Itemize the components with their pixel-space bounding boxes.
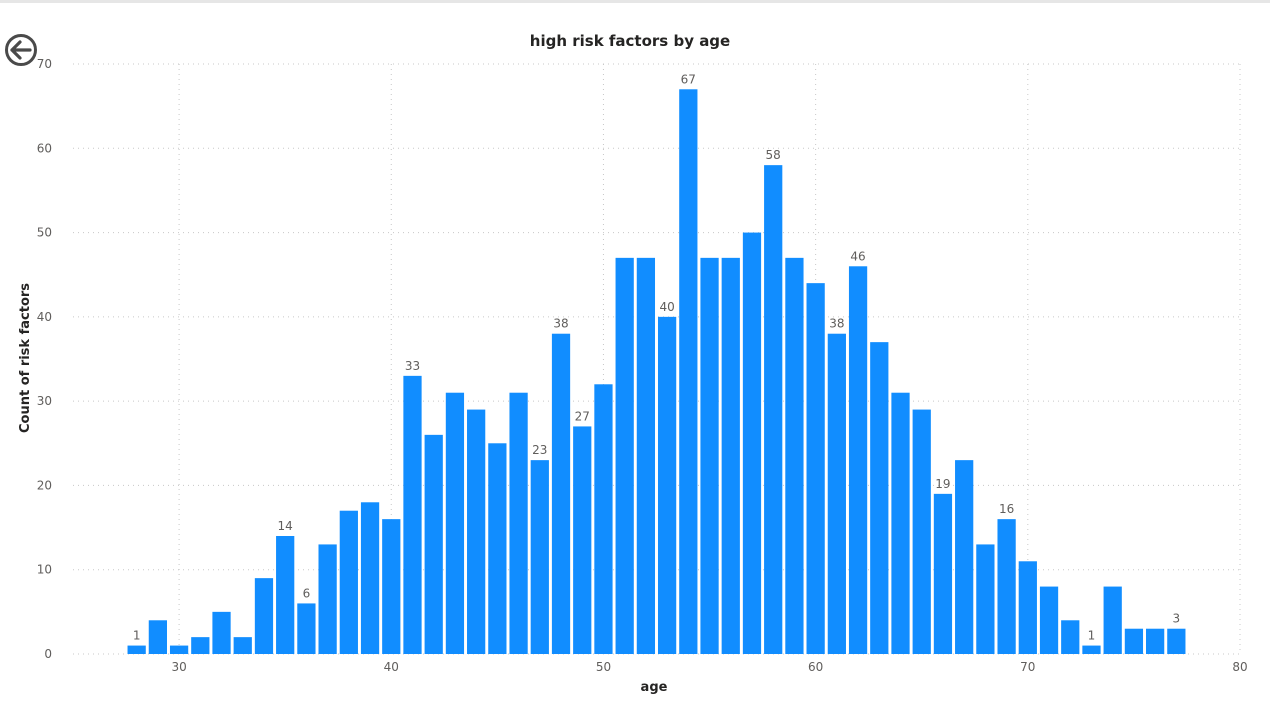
data-label: 67 [681,72,696,86]
data-label: 16 [999,502,1014,516]
x-axis-ticks: 30 40 50 60 70 80 [171,660,1247,674]
y-tick-label: 50 [37,226,52,240]
bar[interactable] [169,645,189,654]
bar[interactable] [955,460,974,654]
bar[interactable] [445,392,465,654]
bar[interactable] [403,375,422,654]
data-label: 40 [659,300,674,314]
y-tick-label: 40 [37,310,52,324]
y-axis-label: Count of risk factors [18,283,33,433]
bar[interactable] [530,460,549,654]
bar[interactable] [254,578,274,654]
bar[interactable] [1039,586,1059,654]
bar[interactable] [276,536,295,654]
chart-title: high risk factors by age [530,32,730,50]
bar[interactable] [1167,628,1186,654]
data-label: 1 [1088,629,1096,643]
bar[interactable] [679,89,698,655]
bar[interactable] [1103,586,1122,654]
bar[interactable] [912,409,931,654]
x-tick-label: 70 [1020,660,1035,674]
data-label: 38 [829,317,844,331]
bar[interactable] [1082,645,1101,654]
bar[interactable] [742,232,762,655]
bar[interactable] [848,266,868,654]
bar[interactable] [891,392,910,654]
y-tick-label: 20 [37,478,52,492]
grid-lines [73,63,1241,655]
bar[interactable] [721,257,740,654]
bars [127,89,1186,655]
y-tick-label: 0 [44,647,52,661]
y-tick-label: 30 [37,394,52,408]
data-label: 3 [1173,612,1181,626]
bar[interactable] [636,257,656,654]
bar[interactable] [1124,628,1144,654]
y-axis-ticks: 0 10 20 30 40 50 60 70 [37,57,52,661]
bar[interactable] [785,257,804,654]
bar[interactable] [509,392,528,654]
bar[interactable] [870,342,889,654]
bar[interactable] [657,316,677,654]
y-tick-label: 10 [37,563,52,577]
data-label: 58 [766,148,781,162]
bar[interactable] [488,443,507,654]
x-tick-label: 40 [384,660,399,674]
bar[interactable] [594,384,613,654]
bar[interactable] [424,434,443,654]
x-axis-label: age [641,680,668,695]
bar[interactable] [700,257,719,654]
bar[interactable] [976,544,995,654]
bar[interactable] [573,426,592,654]
data-label: 1 [133,629,141,643]
x-tick-label: 80 [1232,660,1247,674]
x-tick-label: 30 [171,660,186,674]
bar[interactable] [148,620,167,654]
bar[interactable] [806,283,825,654]
bar[interactable] [318,544,337,654]
back-arrow-icon[interactable] [4,33,38,67]
bar[interactable] [127,645,146,654]
y-tick-label: 60 [37,141,52,155]
bar[interactable] [382,519,401,654]
bar[interactable] [1018,561,1037,654]
bar[interactable] [467,409,486,654]
bar[interactable] [551,333,571,654]
data-label: 6 [303,586,311,600]
data-label: 33 [405,359,420,373]
bar[interactable] [297,603,316,654]
data-label: 19 [935,477,950,491]
bar[interactable] [339,510,358,654]
bar[interactable] [933,493,953,654]
top-border [0,0,1270,3]
bar[interactable] [997,519,1016,654]
y-tick-label: 70 [37,57,52,71]
data-label: 14 [278,519,293,533]
bar[interactable] [233,637,252,654]
bar[interactable] [212,611,231,654]
bar[interactable] [360,502,380,654]
bar[interactable] [191,637,210,654]
bar[interactable] [1146,628,1165,654]
data-label: 27 [575,409,590,423]
x-tick-label: 60 [808,660,823,674]
bar[interactable] [764,165,783,654]
x-tick-label: 50 [596,660,611,674]
data-label: 46 [850,249,865,263]
data-label: 23 [532,443,547,457]
bar[interactable] [827,333,846,654]
data-label: 38 [553,317,568,331]
bar[interactable] [1061,620,1080,654]
bar[interactable] [615,257,634,654]
